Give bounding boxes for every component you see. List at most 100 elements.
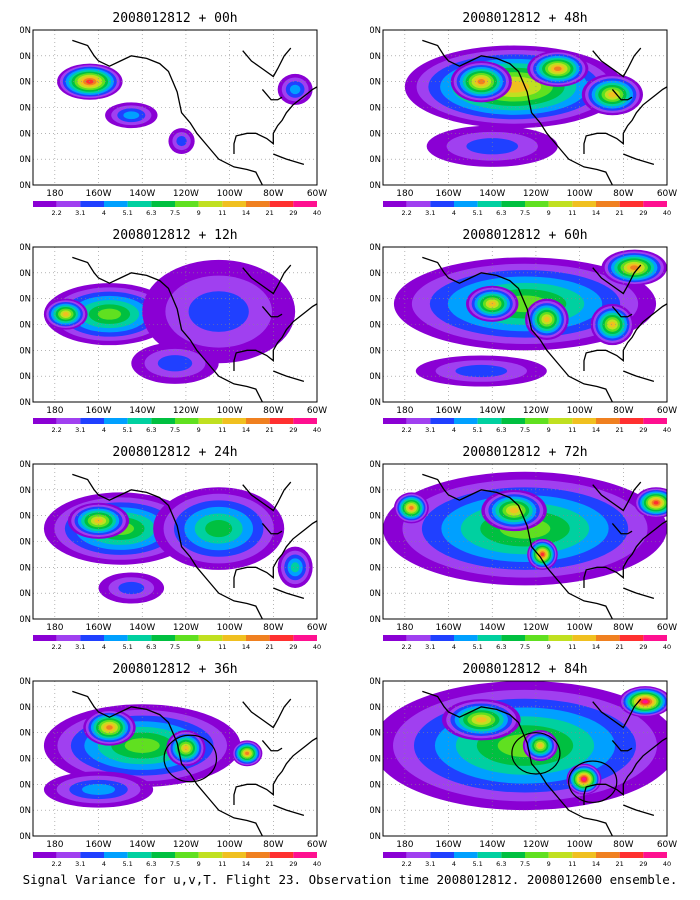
legend-label: 3.1 [425, 860, 435, 868]
legend-swatch [222, 418, 246, 424]
y-tick-label: 10N [20, 181, 31, 191]
legend-label: 3.1 [75, 643, 85, 651]
x-tick-label: 120W [523, 406, 549, 416]
coastline [233, 737, 317, 805]
x-tick-label: 180 [396, 406, 413, 416]
map-panel-svg: 2008012812 + 36h 10N 20N 30N 40N 50N 60N 70N 180… [20, 662, 327, 868]
x-tick-label: 120W [523, 189, 549, 199]
legend-swatch [501, 418, 525, 424]
legend-label: 4 [452, 426, 456, 434]
legend-label: 9 [197, 209, 201, 217]
y-tick-label: 70N [370, 677, 381, 687]
x-tick-label: 80W [613, 189, 633, 199]
legend-swatch [127, 418, 152, 424]
legend-swatch [619, 852, 644, 858]
coastline [233, 303, 317, 371]
x-tick-label: 140W [129, 189, 155, 199]
y-tick-label: 60N [370, 486, 381, 496]
legend-swatch [198, 635, 223, 641]
map-panel-svg: 2008012812 + 24h 10N 20N 30N 40N 50N 60N 70N 180… [20, 445, 327, 651]
coastline [623, 587, 655, 599]
legend-label: 4 [102, 426, 106, 434]
legend-label: 7.5 [520, 426, 530, 434]
panel-title: 2008012812 + 84h [462, 662, 587, 677]
x-tick-label: 80W [613, 840, 633, 850]
y-tick-label: 40N [20, 104, 31, 114]
coastline [611, 88, 633, 101]
legend-swatch [477, 852, 502, 858]
y-tick-label: 30N [370, 129, 381, 139]
x-tick-label: 140W [479, 840, 505, 850]
y-tick-label: 60N [370, 269, 381, 279]
plot-frame [382, 29, 668, 186]
plot-frame [382, 246, 668, 403]
map-panel: 2008012812 + 12h 10N 20N 30N 40N 50N 60N 70N 180… [20, 222, 360, 442]
map-panel: 2008012812 + 48h 10N 20N 30N 40N 50N 60N 70N 180… [370, 5, 700, 225]
coastline [242, 481, 292, 512]
legend-label: 6.3 [146, 643, 156, 651]
legend-label: 14 [592, 209, 600, 217]
y-tick-label: 20N [370, 155, 381, 165]
legend-label: 40 [313, 860, 321, 868]
legend-label: 5.1 [472, 426, 482, 434]
legend-label: 6.3 [496, 860, 506, 868]
legend-label: 40 [313, 426, 321, 434]
legend-swatch [454, 201, 478, 207]
map-panel: 2008012812 + 24h 10N 20N 30N 40N 50N 60N 70N 180… [20, 439, 360, 659]
x-tick-label: 180 [46, 189, 63, 199]
x-tick-label: 80W [613, 623, 633, 633]
y-tick-label: 20N [20, 155, 31, 165]
y-tick-label: 70N [20, 460, 31, 470]
x-tick-label: 140W [129, 623, 155, 633]
legend-label: 2.2 [401, 860, 411, 868]
legend-swatch [293, 852, 317, 858]
legend-label: 4 [102, 643, 106, 651]
legend-label: 40 [663, 209, 671, 217]
legend-swatch [548, 635, 573, 641]
legend-label: 40 [663, 426, 671, 434]
coastline [623, 370, 655, 382]
legend-label: 2.2 [51, 209, 61, 217]
variance-contour [477, 79, 486, 85]
panel-title: 2008012812 + 36h [112, 662, 237, 677]
coastline [233, 86, 317, 154]
x-tick-label: 140W [479, 189, 505, 199]
y-tick-label: 70N [20, 677, 31, 687]
legend-swatch [175, 635, 199, 641]
legend-label: 14 [242, 209, 250, 217]
legend-label: 14 [242, 643, 250, 651]
legend-label: 40 [663, 643, 671, 651]
legend-swatch [246, 418, 270, 424]
x-tick-label: 60W [657, 840, 677, 850]
coastline [611, 305, 633, 318]
coastline [592, 264, 642, 295]
legend-swatch [269, 852, 294, 858]
legend-swatch [548, 201, 573, 207]
legend-label: 7.5 [170, 209, 180, 217]
legend-label: 4 [452, 643, 456, 651]
legend-swatch [619, 418, 644, 424]
legend-swatch [222, 201, 246, 207]
plot-frame [32, 680, 318, 837]
x-tick-label: 100W [217, 189, 243, 199]
legend-swatch [33, 201, 57, 207]
map-panel-svg: 2008012812 + 12h 10N 20N 30N 40N 50N 60N 70N 180… [20, 228, 327, 434]
legend-swatch [175, 418, 199, 424]
legend-label: 11 [218, 209, 226, 217]
legend-swatch [56, 201, 81, 207]
legend-label: 29 [289, 860, 297, 868]
x-tick-label: 180 [396, 840, 413, 850]
x-tick-label: 160W [85, 623, 111, 633]
y-tick-label: 50N [20, 78, 31, 88]
legend-swatch [619, 201, 644, 207]
legend-swatch [406, 418, 431, 424]
x-tick-label: 60W [307, 406, 327, 416]
legend-label: 29 [289, 426, 297, 434]
legend-label: 7.5 [170, 643, 180, 651]
legend-label: 7.5 [520, 643, 530, 651]
y-tick-label: 30N [20, 780, 31, 790]
coastline [583, 520, 667, 588]
panel-title: 2008012812 + 12h [112, 228, 237, 243]
legend-label: 14 [242, 426, 250, 434]
legend-swatch [104, 635, 128, 641]
